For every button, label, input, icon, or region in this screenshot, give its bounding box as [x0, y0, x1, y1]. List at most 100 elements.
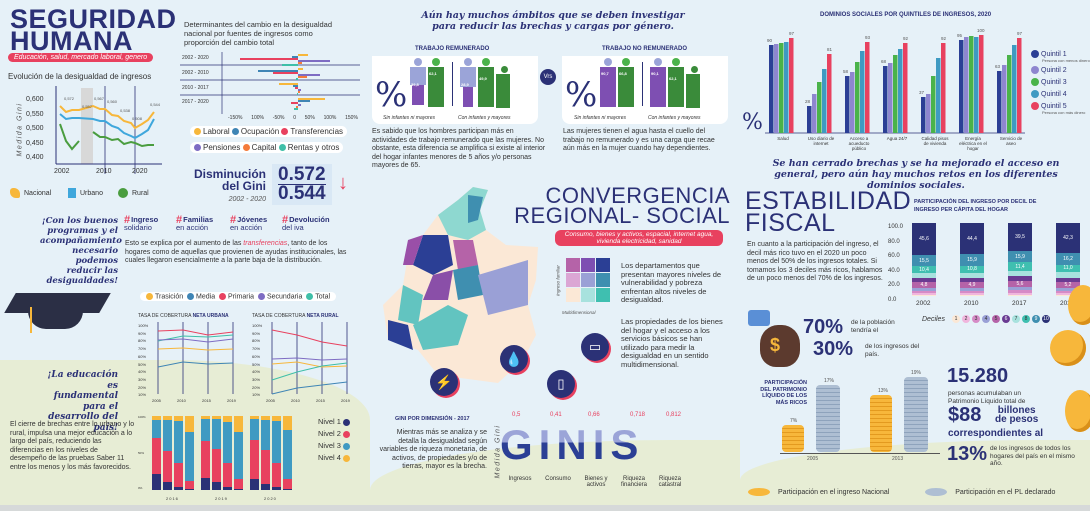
- figure-woman-con-no-remunerado: 90,1: [650, 58, 666, 108]
- cobertura-rural-title: TASA DE COBERTURA NETA RURAL: [252, 313, 339, 319]
- silver-coin-legend-icon: [925, 488, 948, 496]
- svg-text:2005: 2005: [152, 398, 162, 403]
- amount-unit: billones de pesos: [995, 405, 1039, 425]
- big-number: 15.280: [947, 365, 1009, 387]
- decil-bar-2002: 45,6 15,5 10,4 4,8: [912, 223, 936, 296]
- legend-nacional: Nacional: [10, 188, 51, 198]
- dominios-legend: Quintil 1 Persona con menos dinero Quint…: [1031, 50, 1090, 115]
- vs-badge: Vrs: [540, 69, 556, 85]
- svg-text:28: 28: [805, 99, 811, 104]
- patrimonio-chart: 7% 17% 13% 19% 2005 2013: [780, 370, 945, 462]
- svg-text:68: 68: [881, 59, 887, 64]
- gold-coin-icon: [1050, 330, 1086, 366]
- svg-text:81: 81: [827, 47, 833, 52]
- determinantes-chart: 2002 - 2020 2002 - 2010 2010 - 2017 2017…: [180, 52, 360, 122]
- dominios-chart: 90 97 28 81 58 93 68 92 37 92 95 100 63 97: [765, 28, 1025, 134]
- legend-rural: Rural: [118, 188, 149, 198]
- dominios-title: DOMINIOS SOCIALES POR QUINTILES DE INGRE…: [820, 12, 992, 18]
- decil-bar-2010: 44,4 15,9 10,8 4,9: [960, 223, 984, 296]
- svg-text:2019: 2019: [227, 398, 237, 403]
- programas-text: Esto se explica por el aumento de las tr…: [125, 240, 347, 264]
- divider: [452, 62, 453, 106]
- svg-text:2019: 2019: [341, 398, 351, 403]
- saber11-bars: [152, 416, 292, 490]
- svg-text:0,572: 0,572: [64, 96, 75, 101]
- caption-sin-no-remunerado: Sin infantes ni mayores: [574, 115, 626, 121]
- dominios-bars: [769, 35, 1022, 133]
- gini-dimension-text: Mientras más se analiza y se detalla la …: [379, 429, 487, 470]
- svg-text:2005: 2005: [266, 398, 276, 403]
- gini-ylabel: Medida Gini: [16, 102, 24, 157]
- svg-text:93: 93: [865, 35, 871, 40]
- seguridad-title: SEGURIDAD HUMANA: [10, 4, 177, 56]
- coin-stack-declarado-2013: [904, 377, 928, 452]
- patrimonio-title: PARTICIPACIÓN DEL PATRIMONIO LÍQUIDO DE …: [760, 380, 807, 406]
- tree-icon: [118, 188, 128, 198]
- amount-88: $88: [948, 404, 982, 426]
- figure-woman-sin-no-remunerado: 90,7: [600, 58, 616, 108]
- city-icon: [68, 188, 76, 198]
- refrigerator-icon: ▯: [547, 370, 575, 398]
- estabilidad-title: ESTABILIDAD FISCAL: [745, 187, 912, 237]
- educacion-paragraph: El cierre de brechas entre lo urbano y l…: [10, 421, 135, 471]
- svg-text:50%: 50%: [138, 451, 144, 455]
- svg-text:0,538: 0,538: [120, 108, 131, 113]
- correspond-text: correspondientes al: [948, 428, 1044, 439]
- remunerado-panel: [372, 56, 538, 124]
- convergencia-text-2: Las propiedades de los bienes del hogar …: [621, 317, 723, 369]
- tag-devolucion-iva: # Devolución del iva: [282, 214, 330, 232]
- ginis-word: GINIS: [500, 421, 645, 468]
- cobertura-urbana-yticks: 100% 90% 80% 70% 60% 50% 40% 30% 20% 10%: [138, 323, 149, 398]
- svg-text:92: 92: [941, 36, 947, 41]
- decil-bar-2020: 42,3 16,2 11,0 5,2: [1056, 223, 1080, 296]
- colombia-map-icon: [10, 188, 20, 198]
- svg-text:37: 37: [919, 90, 925, 95]
- no-remunerado-panel: [562, 56, 728, 124]
- svg-text:90: 90: [767, 38, 773, 43]
- gini-chart-title: Evolución de la desigualdad de ingresos: [8, 72, 152, 81]
- coin-stack-nacional-2013: [870, 395, 892, 452]
- remunerado-text: Es sabido que los hombres participan más…: [372, 128, 546, 169]
- caption-con-remunerado: Con infantes y mayores: [458, 115, 511, 121]
- svg-text:92: 92: [903, 36, 909, 41]
- decil-bar-2017: 39,5 15,9 11,4 5,6: [1008, 223, 1032, 296]
- divider: [642, 62, 643, 106]
- svg-text:95: 95: [957, 33, 963, 38]
- gold-coin-icon: [1065, 390, 1090, 432]
- determinantes-legend-2: Pensiones Capital Rentas y otros: [190, 142, 344, 153]
- svg-text:0%: 0%: [138, 486, 143, 490]
- convergencia-subtitle: Consumo, bienes y activos, espacial, int…: [555, 230, 723, 246]
- big-number-text: personas acumulaban un Patrimonio Líquid…: [948, 390, 1026, 405]
- water-icon: 💧: [500, 345, 528, 373]
- gold-coin-legend-icon: [748, 488, 770, 496]
- no-remunerado-text: Las mujeres tienen el agua hasta el cuel…: [563, 128, 715, 152]
- svg-text:97: 97: [789, 31, 795, 36]
- percent-symbol-remunerado: %: [375, 75, 408, 115]
- figure-man-con-no-remunerado: 62,1: [668, 58, 684, 108]
- coin-stack-declarado-2005: [816, 385, 840, 452]
- determinantes-legend: Laboral Ocupación Transferencias: [190, 126, 348, 137]
- educacion-legend: Trasición Media Primaria Secundaria Tota…: [140, 292, 337, 302]
- cobertura-urbana-title: TASA DE COBERTURA NETA URBANA: [138, 313, 229, 319]
- cobertura-rural-chart: 2005 2010 2015 2019: [266, 322, 351, 403]
- determinantes-xticks: -150% 100% -50% 0 50% 100% 150%: [228, 115, 358, 121]
- svg-text:0,567: 0,567: [94, 96, 105, 101]
- stat-30-text: de los ingresos del país.: [865, 343, 920, 358]
- figure-man-con-remunerado: 49,9: [478, 58, 494, 108]
- tag-jovenes-accion: # Jóvenes en acción: [230, 214, 268, 232]
- pct-13: 13%: [947, 443, 988, 465]
- electricity-icon: ⚡: [430, 368, 458, 396]
- determinantes-bars: [180, 52, 360, 114]
- svg-text:0,544: 0,544: [150, 102, 161, 107]
- figure-elder-no-remunerado: [686, 66, 702, 108]
- convergencia-text-1: Los departamentos que presentan mayores …: [621, 261, 722, 304]
- decil-chart-title: PARTICIPACIÓN DEL INGRESO POR DECIL DE I…: [914, 199, 1037, 213]
- svg-text:58: 58: [843, 69, 849, 74]
- money-bag-icon: $: [748, 305, 808, 370]
- dominios-footer: Se han cerrado brechas y se ha mejorado …: [772, 158, 1060, 191]
- convergencia-title: CONVERGENCIA REGIONAL- SOCIAL: [514, 183, 730, 228]
- colombia-map-shape: [383, 187, 538, 383]
- educacion-quote: ¡La educación es fundamental para el des…: [47, 370, 118, 433]
- dominios-pct: %: [742, 110, 763, 135]
- stat-70: 70%: [803, 316, 844, 338]
